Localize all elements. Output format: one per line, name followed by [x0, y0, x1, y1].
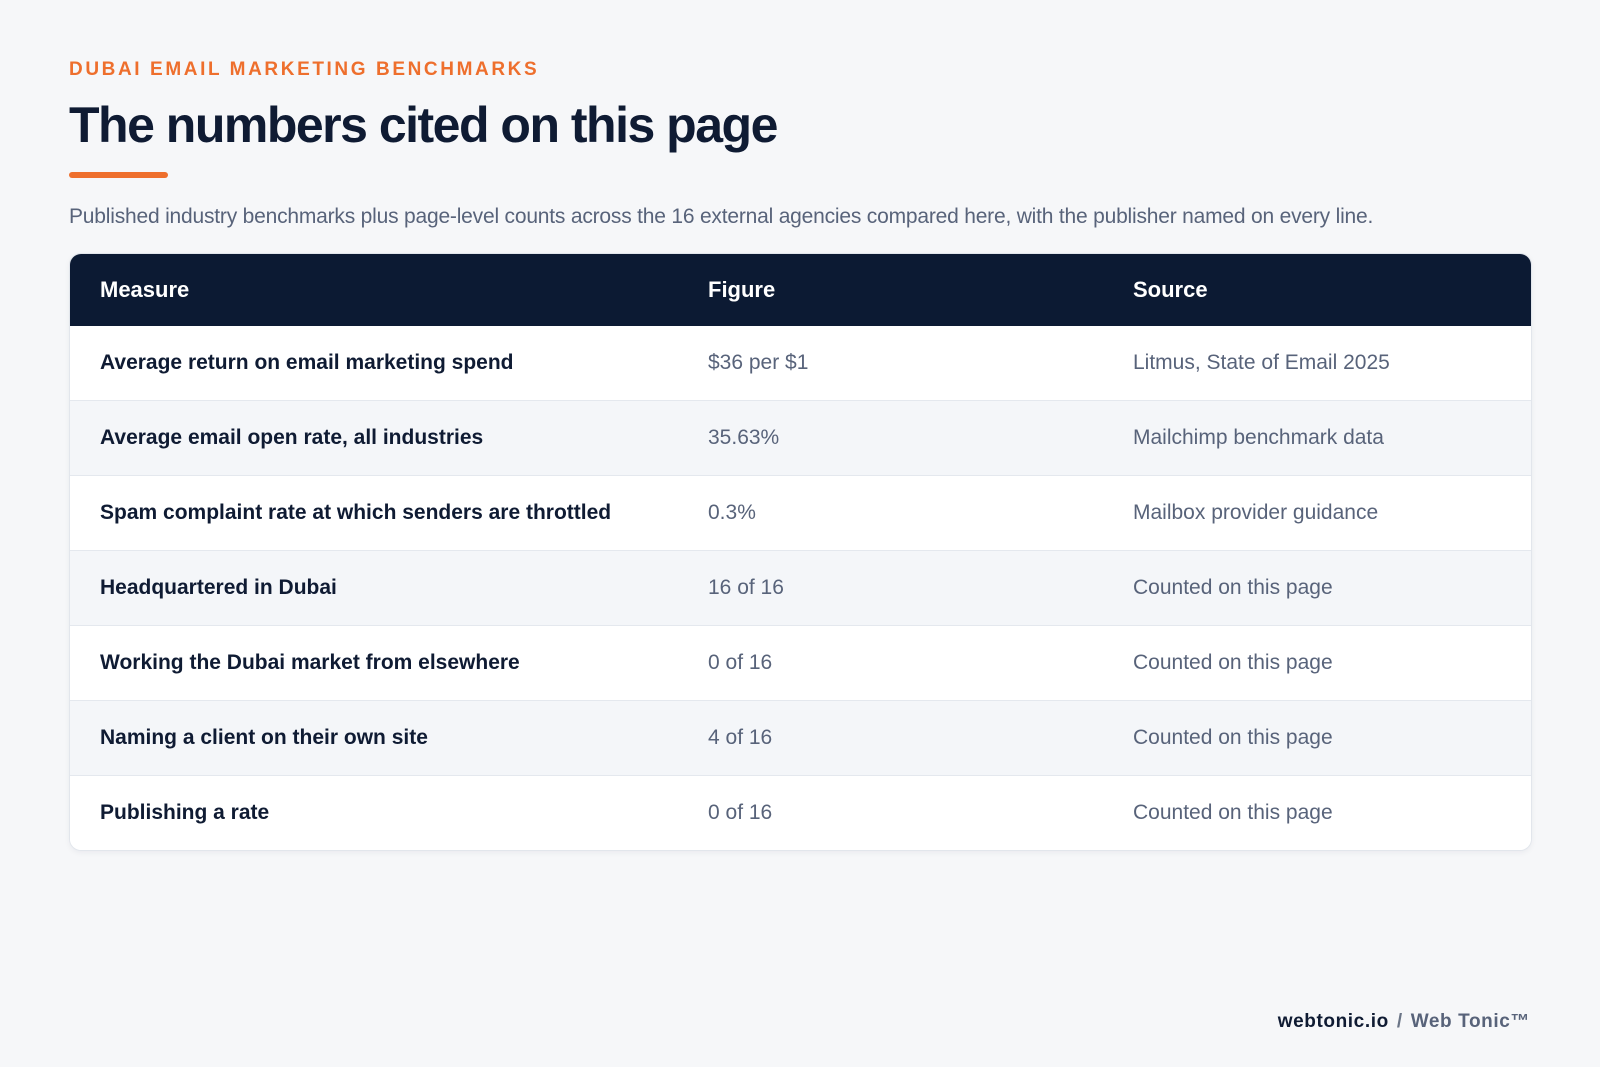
- footer-domain: webtonic.io: [1277, 1011, 1389, 1032]
- benchmarks-table: Measure Figure Source Average return on …: [70, 254, 1531, 850]
- page-subtitle: Published industry benchmarks plus page-…: [69, 205, 1374, 228]
- table-header: Measure Figure Source: [70, 254, 1531, 326]
- column-header-measure: Measure: [100, 277, 190, 302]
- measure-cell: Naming a client on their own site: [70, 700, 708, 776]
- figure-cell: 4 of 16: [708, 700, 1133, 776]
- measure-cell: Average email open rate, all industries: [70, 400, 708, 476]
- measure-cell: Spam complaint rate at which senders are…: [70, 475, 708, 551]
- measure-cell: Publishing a rate: [70, 775, 708, 850]
- page-content: DUBAI EMAIL MARKETING BENCHMARKS The num…: [69, 56, 1532, 851]
- footer-credit: webtonic.io / Web Tonic™: [1278, 1011, 1530, 1033]
- table-header-row: Measure Figure Source: [70, 254, 1531, 326]
- source-cell: Counted on this page: [1133, 775, 1531, 850]
- figure-cell: 0.3%: [708, 475, 1133, 551]
- footer-brand: Web Tonic™: [1410, 1011, 1530, 1032]
- table-row: Average email open rate, all industries …: [70, 400, 1531, 476]
- source-cell: Mailbox provider guidance: [1133, 475, 1531, 551]
- measure-cell: Working the Dubai market from elsewhere: [70, 625, 708, 701]
- table-row: Average return on email marketing spend …: [70, 326, 1531, 401]
- measure-cell: Average return on email marketing spend: [100, 351, 514, 374]
- title-accent-bar: [69, 172, 168, 178]
- footer-separator: /: [1396, 1011, 1403, 1032]
- source-cell: Counted on this page: [1133, 625, 1531, 701]
- figure-cell: 35.63%: [708, 400, 1133, 476]
- figure-cell: 0 of 16: [708, 625, 1133, 701]
- source-cell: Counted on this page: [1133, 700, 1531, 776]
- column-header-figure: Figure: [708, 277, 776, 302]
- table-row: Working the Dubai market from elsewhere …: [70, 625, 1531, 701]
- figure-cell: 16 of 16: [708, 550, 1133, 626]
- measure-cell: Headquartered in Dubai: [70, 550, 708, 626]
- table-row: Spam complaint rate at which senders are…: [70, 475, 1531, 551]
- column-header-source: Source: [1133, 277, 1208, 302]
- table-row: Headquartered in Dubai 16 of 16 Counted …: [70, 550, 1531, 626]
- source-cell: Mailchimp benchmark data: [1133, 400, 1531, 476]
- table-body: Average return on email marketing spend …: [70, 326, 1531, 850]
- benchmarks-table-card: Measure Figure Source Average return on …: [69, 253, 1532, 851]
- figure-cell: 0 of 16: [708, 775, 1133, 850]
- page-title: The numbers cited on this page: [69, 97, 778, 153]
- eyebrow-label: DUBAI EMAIL MARKETING BENCHMARKS: [69, 59, 540, 80]
- source-cell: Litmus, State of Email 2025: [1133, 351, 1390, 374]
- figure-cell: $36 per $1: [708, 351, 809, 374]
- table-row: Naming a client on their own site 4 of 1…: [70, 700, 1531, 776]
- table-row: Publishing a rate 0 of 16 Counted on thi…: [70, 775, 1531, 850]
- source-cell: Counted on this page: [1133, 550, 1531, 626]
